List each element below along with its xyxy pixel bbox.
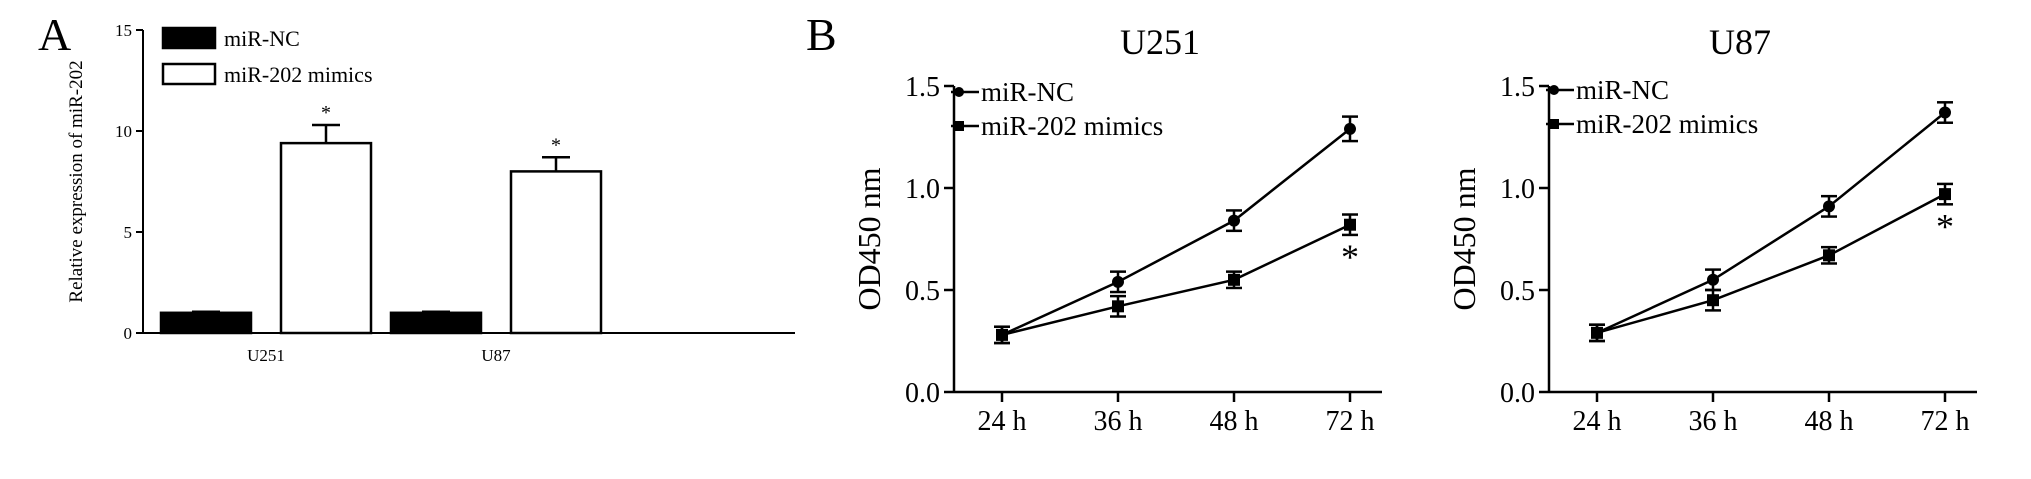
x-tick-label: 36 h <box>1689 406 1738 437</box>
legend-label: miR-NC <box>1576 75 1669 105</box>
y-tick-label: 15 <box>115 21 132 40</box>
y-tick-label: 0.5 <box>1500 276 1535 307</box>
x-tick-label: 72 h <box>1921 406 1970 437</box>
legend-marker <box>954 87 964 97</box>
x-tick-label: 24 h <box>1573 406 1622 437</box>
legend-label: miR-NC <box>224 26 300 51</box>
data-point <box>1344 122 1356 135</box>
legend-swatch <box>161 62 217 86</box>
panel-label-a: A <box>38 9 71 60</box>
data-point <box>1939 106 1951 119</box>
legend-marker <box>954 121 964 131</box>
y-tick-label: 0.0 <box>1500 378 1535 409</box>
legend-label: miR-202 mimics <box>981 111 1163 141</box>
y-tick-label: 10 <box>115 122 132 141</box>
legend-label: miR-202 mimics <box>224 62 373 87</box>
significance-marker: * <box>1936 206 1954 246</box>
series-line <box>1596 193 1946 335</box>
panel-label-b: B <box>806 9 837 60</box>
x-tick-label: 36 h <box>1094 406 1143 437</box>
y-axis-label: OD450 nm <box>1446 167 1482 310</box>
y-tick-label: 1.5 <box>905 72 940 103</box>
legend-marker <box>1549 119 1559 129</box>
x-tick-label: U251 <box>247 346 285 365</box>
y-axis-label: Relative expression of miR-202 <box>66 60 87 302</box>
data-point <box>1707 273 1719 286</box>
y-tick-label: 0 <box>124 324 133 343</box>
x-tick-label: 48 h <box>1805 406 1854 437</box>
line-chart-u87: 0.0 0.5 1.0 1.5 24 h 36 h 48 h 72 h OD450 nm U87 *… <box>1446 22 1977 437</box>
legend-swatch <box>161 26 217 50</box>
bar-chart-relative-expression: 0 5 10 15 Relative expression of miR-202 U251… <box>66 21 795 365</box>
data-point <box>1228 273 1240 286</box>
data-point <box>996 328 1008 341</box>
significance-marker: * <box>321 102 331 124</box>
chart-title: U251 <box>1120 22 1200 62</box>
series-line <box>1001 127 1351 337</box>
y-tick-label: 1.0 <box>1500 174 1535 205</box>
data-point <box>1823 200 1835 213</box>
legend-label: miR-202 mimics <box>1576 109 1758 139</box>
x-tick-label: U87 <box>481 346 511 365</box>
data-point <box>1823 249 1835 262</box>
data-point <box>1112 300 1124 313</box>
significance-marker: * <box>1341 237 1359 277</box>
data-point <box>1228 214 1240 227</box>
data-point <box>1939 188 1951 201</box>
bar <box>509 170 603 335</box>
chart-title: U87 <box>1709 22 1771 62</box>
data-point <box>1591 326 1603 339</box>
data-point <box>1112 275 1124 288</box>
series-line <box>1001 223 1351 337</box>
data-point <box>1707 294 1719 307</box>
bar <box>159 311 253 335</box>
bar <box>389 311 483 335</box>
line-chart-u251: 0.0 0.5 1.0 1.5 24 h 36 h 48 h 72 h OD450 nm U251… <box>851 22 1382 437</box>
y-tick-label: 5 <box>124 223 133 242</box>
y-tick-label: 0.5 <box>905 276 940 307</box>
series-line <box>1596 111 1946 334</box>
bar <box>279 141 373 335</box>
legend-label: miR-NC <box>981 77 1074 107</box>
significance-marker: * <box>551 134 561 156</box>
x-tick-label: 24 h <box>978 406 1027 437</box>
y-tick-label: 0.0 <box>905 378 940 409</box>
y-tick-label: 1.0 <box>905 174 940 205</box>
y-axis-label: OD450 nm <box>851 167 887 310</box>
x-tick-label: 72 h <box>1326 406 1375 437</box>
legend-marker <box>1549 85 1559 95</box>
data-point <box>1344 218 1356 231</box>
y-tick-label: 1.5 <box>1500 72 1535 103</box>
x-tick-label: 48 h <box>1210 406 1259 437</box>
